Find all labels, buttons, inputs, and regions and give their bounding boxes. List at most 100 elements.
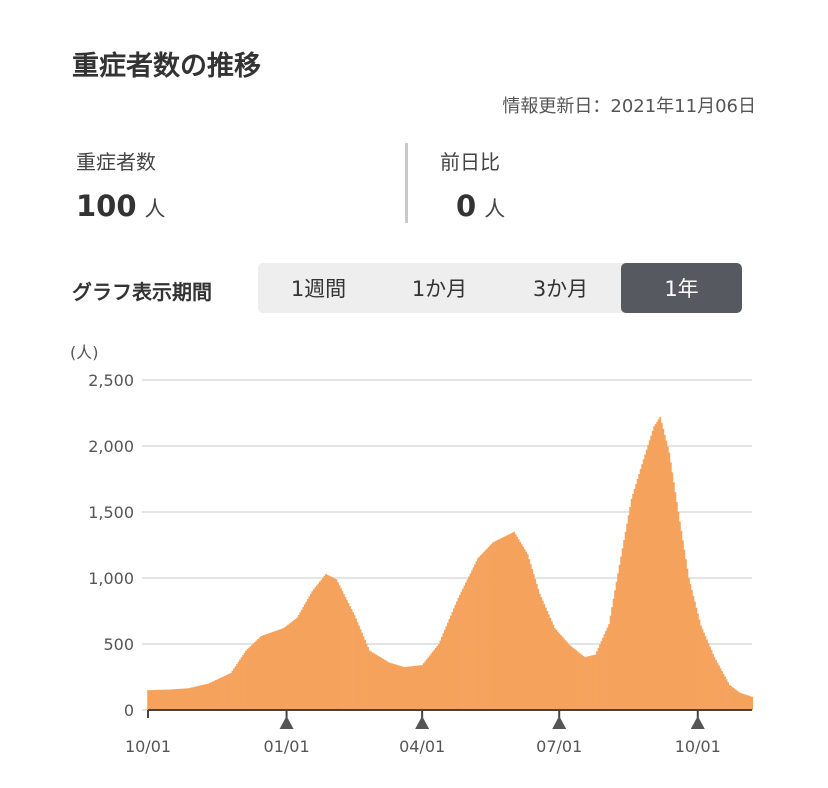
bar: [459, 594, 461, 710]
bar: [718, 665, 720, 710]
bar: [293, 619, 296, 710]
bar: [346, 600, 348, 710]
bar: [511, 532, 514, 710]
bar: [504, 536, 507, 710]
bar: [383, 659, 386, 710]
bar: [487, 547, 490, 710]
bar: [645, 449, 648, 710]
bar: [680, 530, 683, 710]
bar: [514, 534, 517, 710]
bar: [168, 689, 171, 710]
bar: [642, 459, 645, 710]
bar: [547, 614, 550, 710]
bar: [367, 647, 369, 710]
bar: [225, 675, 228, 710]
bar: [460, 591, 463, 710]
bar: [424, 661, 427, 710]
bar: [343, 594, 345, 710]
bar: [415, 665, 418, 710]
bar: [314, 587, 317, 710]
bar: [689, 583, 692, 710]
bar: [347, 603, 350, 710]
bar: [386, 661, 389, 710]
bar: [665, 440, 668, 710]
bar: [270, 632, 273, 710]
bar: [285, 625, 288, 710]
bar: [615, 581, 618, 710]
bar: [361, 632, 363, 710]
stat-divider: [405, 143, 408, 223]
bar: [651, 430, 654, 710]
bar: [397, 665, 400, 710]
bar: [558, 633, 561, 710]
bar: [585, 656, 588, 710]
bar: [296, 617, 299, 710]
bar: [472, 567, 475, 710]
bar: [466, 579, 469, 710]
bar: [248, 647, 250, 710]
period-label: グラフ表示期間: [72, 280, 212, 304]
bar: [279, 629, 282, 710]
bar: [463, 585, 466, 710]
period-option-1-month[interactable]: 1か月: [411, 277, 468, 301]
bar: [287, 624, 290, 710]
bar: [675, 502, 678, 710]
bar: [242, 655, 244, 710]
bar: [246, 649, 249, 710]
bar: [549, 617, 552, 710]
page-title: 重症者数の推移: [72, 51, 261, 82]
bar: [659, 416, 662, 710]
x-tick-label: 04/01: [399, 737, 445, 756]
bar: [350, 609, 353, 710]
bar: [391, 663, 394, 710]
bar: [228, 673, 231, 710]
bar: [632, 493, 635, 710]
bar: [635, 483, 638, 710]
chart-axis: 10/01 01/01 04/01 07/01 10/01: [125, 709, 752, 756]
bar: [240, 657, 243, 710]
month-marker-icon: [415, 716, 430, 729]
month-marker-icon: [279, 716, 294, 729]
bar: [147, 690, 150, 710]
bar: [639, 469, 642, 710]
bar: [398, 665, 401, 710]
bar: [648, 440, 651, 710]
bar: [430, 653, 433, 710]
bar: [579, 653, 582, 710]
bar: [192, 687, 195, 710]
bar: [629, 507, 632, 710]
bar: [608, 624, 610, 710]
bar: [690, 589, 693, 710]
bar: [190, 687, 193, 710]
period-option-1-year[interactable]: 1年: [621, 263, 742, 313]
bar: [373, 653, 375, 710]
bar: [636, 479, 639, 710]
bar: [334, 578, 336, 710]
bar: [743, 694, 746, 710]
bar: [541, 600, 544, 710]
bar: [169, 689, 172, 710]
bar: [609, 615, 612, 710]
bar: [358, 625, 360, 710]
bar: [151, 690, 154, 710]
bar: [742, 693, 745, 710]
bar: [434, 647, 437, 710]
bar: [410, 666, 413, 710]
bar: [559, 635, 562, 710]
bar: [291, 621, 294, 710]
bar: [440, 636, 443, 710]
bar: [722, 673, 725, 710]
bar: [181, 688, 184, 710]
bar: [734, 689, 737, 710]
bar: [261, 635, 264, 710]
bar: [171, 689, 174, 710]
period-option-1-week[interactable]: 1週間: [290, 277, 347, 301]
bar: [189, 687, 192, 710]
period-option-3-months[interactable]: 3か月: [532, 277, 589, 301]
bar: [526, 554, 529, 710]
bar: [572, 647, 574, 710]
x-tick-label: 01/01: [264, 737, 310, 756]
bar: [531, 569, 534, 710]
bar: [269, 632, 272, 710]
x-tick-label: 10/01: [675, 737, 721, 756]
